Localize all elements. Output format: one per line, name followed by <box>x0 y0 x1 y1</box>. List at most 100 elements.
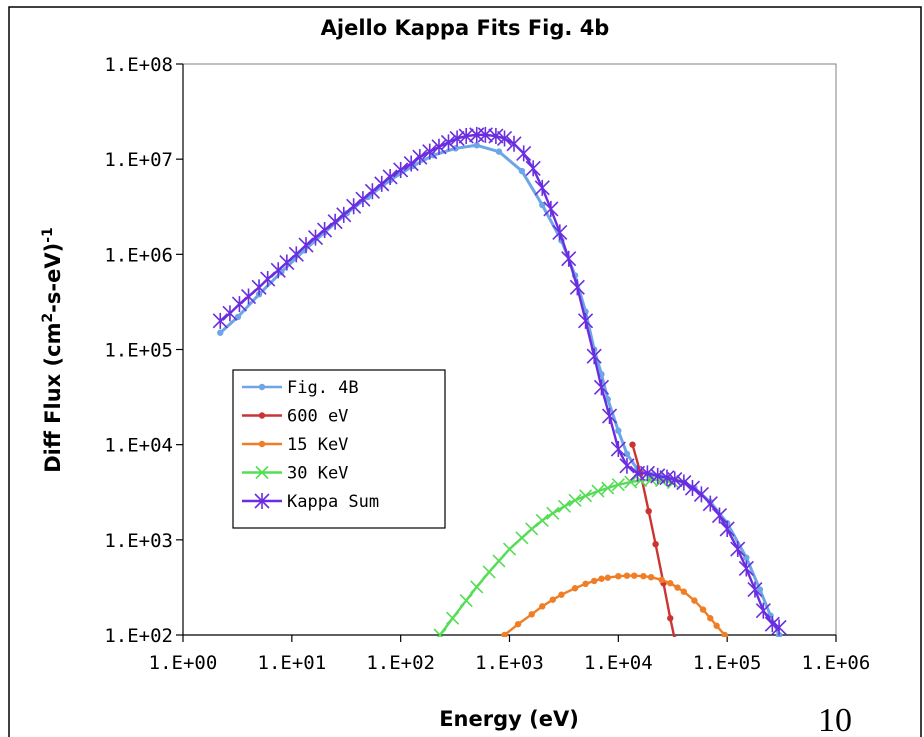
page-number: 10 <box>818 702 852 737</box>
data-point <box>590 577 598 585</box>
data-point <box>684 480 701 497</box>
data-point <box>611 478 625 492</box>
data-point <box>327 213 343 230</box>
data-point <box>549 596 557 603</box>
data-point <box>403 155 419 172</box>
data-point <box>516 145 532 162</box>
data-point <box>699 606 707 613</box>
data-point <box>470 580 484 594</box>
x-tick-label: 1.E+06 <box>802 652 871 674</box>
data-point <box>355 191 371 208</box>
data-point <box>212 312 228 329</box>
data-point <box>719 520 735 537</box>
data-point <box>217 329 224 336</box>
data-point <box>707 615 714 622</box>
legend-label: 15 KeV <box>287 435 348 455</box>
data-point <box>730 541 746 558</box>
x-tick-label: 1.E+04 <box>584 652 653 674</box>
data-point <box>539 201 546 209</box>
x-tick-label: 1.E+03 <box>475 652 544 674</box>
data-point <box>738 560 754 577</box>
data-point <box>496 130 513 147</box>
y-axis-title-sup-2: -1 <box>40 227 56 243</box>
data-point <box>645 507 652 515</box>
data-point <box>482 565 496 579</box>
x-axis-title: Energy (eV) <box>439 707 579 731</box>
data-point <box>336 206 352 223</box>
data-point <box>702 495 718 512</box>
y-axis-title-sup-1: 2 <box>40 313 56 323</box>
legend-swatch-marker <box>254 493 270 509</box>
series-kappa-sum <box>212 126 787 636</box>
data-point <box>711 507 728 524</box>
data-point <box>525 160 541 177</box>
data-point <box>488 128 504 145</box>
data-point <box>452 145 459 152</box>
data-point <box>631 572 638 579</box>
legend-entry: Fig. 4B <box>242 378 359 398</box>
data-point <box>640 572 647 580</box>
data-point <box>412 149 428 166</box>
data-point <box>561 250 577 267</box>
data-point <box>528 611 535 618</box>
legend-label: Kappa Sum <box>287 492 379 512</box>
x-tick-label: 1.E+00 <box>149 652 218 674</box>
legend-entry: 600 eV <box>242 407 348 427</box>
x-tick-label: 1.E+01 <box>258 652 327 674</box>
data-point <box>539 603 546 610</box>
legend: Fig. 4B 600 eV 15 KeV 30 KeV Kappa Sum <box>232 369 446 529</box>
x-tick-label: 1.E+02 <box>366 652 435 674</box>
data-point <box>578 312 594 329</box>
data-point <box>604 574 611 581</box>
data-point <box>568 493 582 507</box>
data-point <box>623 572 631 579</box>
data-point <box>691 597 698 604</box>
series-line <box>439 478 674 636</box>
legend-swatch-marker <box>258 383 266 391</box>
data-point <box>647 573 655 581</box>
data-point <box>615 572 622 580</box>
data-point <box>672 636 677 637</box>
data-point <box>571 585 579 592</box>
data-point <box>667 580 674 587</box>
legend-entry: 30 KeV <box>242 464 348 484</box>
data-point <box>393 161 409 178</box>
data-point <box>650 467 666 484</box>
y-tick-label: 1.E+06 <box>104 244 173 266</box>
legend-entry: Kappa Sum <box>242 492 379 512</box>
data-point <box>619 457 635 474</box>
y-axis-title-part-a: Diff Flux (cm <box>41 323 65 473</box>
data-point <box>615 427 622 434</box>
data-point <box>658 576 665 584</box>
data-point <box>307 229 324 246</box>
data-point <box>569 279 585 296</box>
data-point <box>449 130 465 147</box>
data-point <box>610 441 626 458</box>
data-point <box>582 580 589 588</box>
data-point <box>629 441 636 448</box>
plot-area: 1.E+00 1.E+01 1.E+02 1.E+03 1.E+04 1.E+05 1.E+… <box>104 54 870 674</box>
data-point <box>601 481 615 495</box>
data-point <box>495 148 503 155</box>
data-point <box>598 575 605 582</box>
data-point <box>721 631 728 637</box>
chart-area-border <box>8 6 922 737</box>
data-point <box>422 143 438 160</box>
data-point <box>492 554 506 568</box>
data-point <box>446 611 460 625</box>
y-tick-label: 1.E+05 <box>104 340 173 362</box>
data-point <box>543 200 559 217</box>
legend-swatch-marker <box>258 440 266 448</box>
data-point <box>771 619 787 636</box>
data-point <box>674 584 681 591</box>
legend-swatch-marker <box>255 465 269 480</box>
chart-title: Ajello Kappa Fits Fig. 4b <box>321 16 610 40</box>
data-point <box>364 183 380 200</box>
y-tick-label: 1.E+03 <box>104 530 173 552</box>
data-point <box>667 471 683 488</box>
data-point <box>557 499 572 513</box>
data-point <box>433 628 447 637</box>
data-point <box>234 313 242 321</box>
data-point <box>586 348 602 365</box>
data-point <box>279 254 295 271</box>
